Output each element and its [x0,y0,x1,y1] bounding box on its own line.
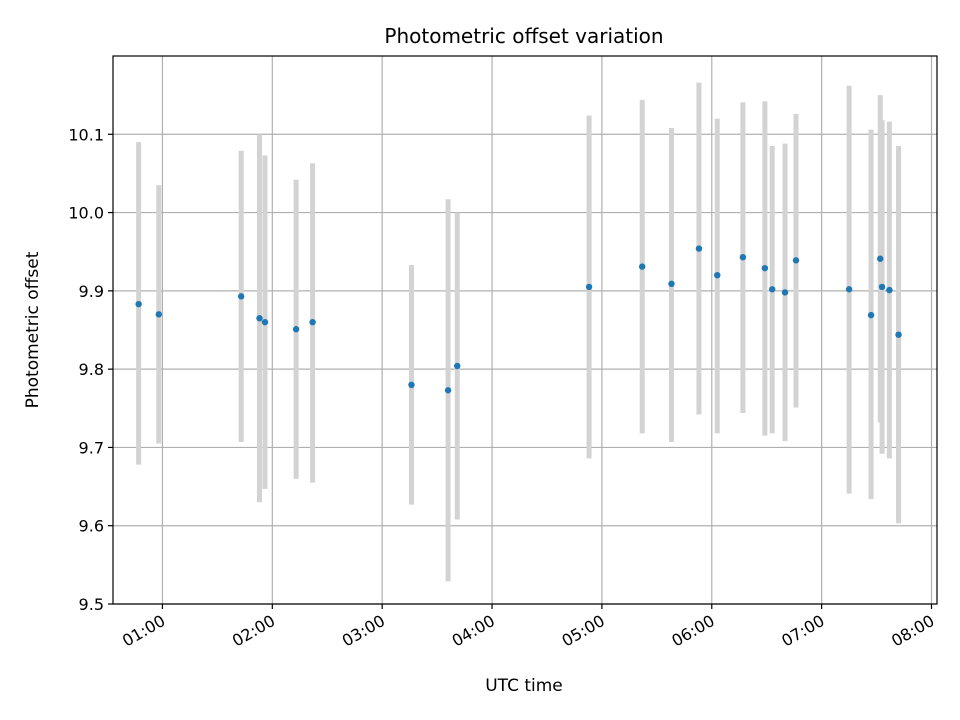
data-point [695,245,703,252]
data-point [444,387,452,394]
y-tick-label: 9.6 [79,517,104,536]
data-point [895,331,902,338]
x-tick-label: 03:00 [339,611,388,651]
data-point [408,381,415,388]
tick-layer: 01:00 02:00 03:00 04:00 05:00 06:00 07:00 08:00… [68,125,937,650]
data-point [309,318,316,326]
data-point [792,257,800,264]
data-point [261,318,269,326]
data-point [638,263,646,270]
data-point [155,311,162,318]
data-point [454,362,461,370]
x-tick-label: 05:00 [558,611,607,651]
y-tick-label: 9.9 [79,282,104,301]
data-point [256,315,263,322]
y-tick-label: 9.5 [79,595,104,614]
data-point [867,311,875,319]
data-point [886,286,893,294]
x-axis-label: UTC time [485,676,563,696]
grid-layer [113,56,937,605]
x-tick-label: 06:00 [668,611,717,651]
data-point [714,272,721,279]
data-point [292,326,300,333]
data-point [739,253,747,261]
errorbar-layer [136,82,902,582]
y-tick-label: 10.1 [68,125,104,144]
plot-area-frame [112,55,938,605]
y-tick-label: 10.0 [68,204,104,223]
y-tick-label: 9.7 [79,438,104,457]
data-point [668,280,675,288]
point-layer [135,245,902,394]
data-point [878,283,886,291]
x-tick-label: 01:00 [119,611,168,651]
x-tick-label: 02:00 [229,611,278,651]
x-tick-label: 07:00 [778,611,827,651]
data-point [761,264,769,272]
data-point [781,289,789,296]
data-point [769,286,776,293]
data-point [237,293,245,300]
data-point [845,286,853,293]
x-tick-label: 08:00 [888,611,937,651]
data-point [585,283,593,291]
data-point [135,300,142,308]
y-axis-label: Photometric offset [23,251,43,408]
data-point [877,255,884,262]
x-tick-label: 04:00 [449,611,498,651]
y-tick-label: 9.8 [79,360,104,379]
chart-title: Photometric offset variation [384,24,663,48]
